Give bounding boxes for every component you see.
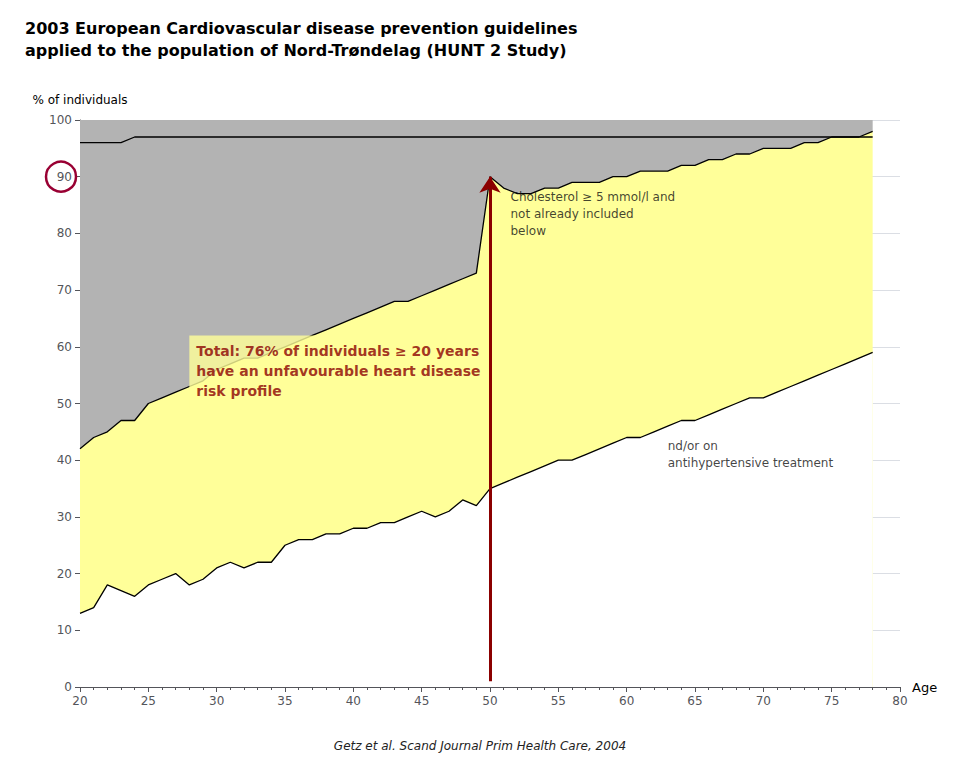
svg-text:70: 70 [756,694,771,708]
svg-text:applied to the population of N: applied to the population of Nord-Trønde… [25,41,566,60]
svg-text:0: 0 [64,680,72,694]
svg-text:40: 40 [57,453,72,467]
svg-text:70: 70 [57,283,72,297]
svg-text:25: 25 [141,694,156,708]
svg-text:20: 20 [72,694,87,708]
svg-text:below: below [511,224,547,238]
svg-text:50: 50 [482,694,497,708]
svg-text:90: 90 [57,170,72,184]
svg-text:100: 100 [49,113,72,127]
svg-text:35: 35 [277,694,292,708]
svg-text:60: 60 [57,340,72,354]
svg-text:80: 80 [892,694,907,708]
svg-text:Age: Age [912,680,937,695]
svg-text:risk profile: risk profile [196,383,281,399]
svg-text:2003 European Cardiovascular d: 2003 European Cardiovascular disease pre… [25,19,577,38]
svg-text:65: 65 [687,694,702,708]
svg-text:Cholesterol ≥ 5 mmol/l and: Cholesterol ≥ 5 mmol/l and [511,190,676,204]
svg-text:antihypertensive treatment: antihypertensive treatment [668,456,834,470]
svg-text:30: 30 [209,694,224,708]
svg-text:20: 20 [57,567,72,581]
svg-text:55: 55 [551,694,566,708]
svg-text:60: 60 [619,694,634,708]
svg-text:50: 50 [57,397,72,411]
svg-text:80: 80 [57,226,72,240]
svg-text:have an unfavourable heart dis: have an unfavourable heart disease [196,363,480,379]
svg-text:nd/or on: nd/or on [668,439,718,453]
svg-text:not already included: not already included [511,207,634,221]
svg-text:10: 10 [57,623,72,637]
svg-text:% of individuals: % of individuals [32,93,127,107]
svg-text:Total: 76% of individuals ≥ 20: Total: 76% of individuals ≥ 20 years [196,343,479,359]
svg-text:30: 30 [57,510,72,524]
svg-text:75: 75 [824,694,839,708]
svg-text:40: 40 [346,694,361,708]
svg-text:45: 45 [414,694,429,708]
svg-text:Getz et al. Scand Journal Prim: Getz et al. Scand Journal Prim Health Ca… [334,739,626,753]
